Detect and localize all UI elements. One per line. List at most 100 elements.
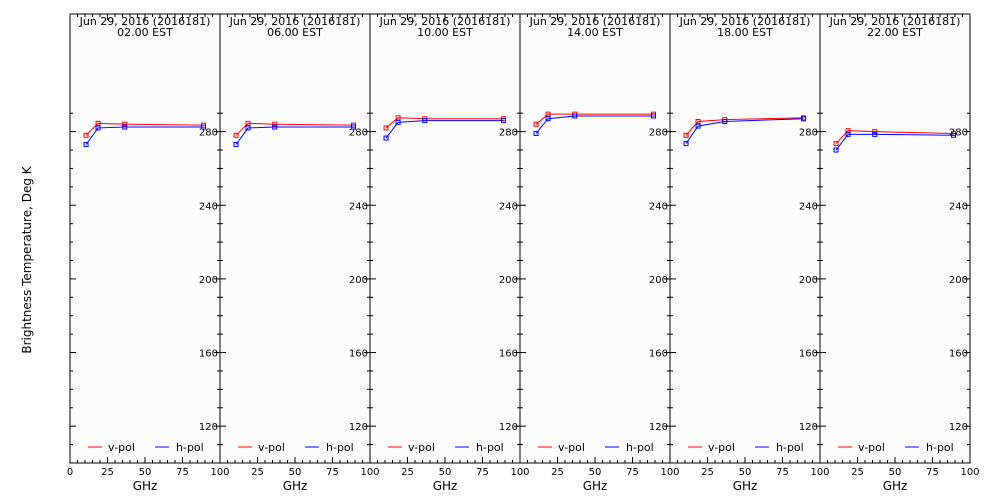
y-tick-label: 160 <box>799 349 818 360</box>
data-point-v-pol <box>245 120 251 126</box>
panel-title: Jun 29, 2016 (2016181) <box>379 15 511 28</box>
panel-subtitle: 18.00 EST <box>717 26 773 39</box>
panel-subtitle: 14.00 EST <box>567 26 623 39</box>
x-tick-label: 50 <box>589 467 602 478</box>
y-tick-label: 160 <box>949 349 968 360</box>
x-tick-label: 25 <box>551 467 564 478</box>
panel-2: Jun 29, 2016 (2016181)06.00 EST 120 160 200… <box>219 13 380 493</box>
panel-frame <box>369 13 521 464</box>
panel-4: Jun 29, 2016 (2016181)14.00 EST 120 160 200… <box>519 13 680 493</box>
panel-subtitle: 22.00 EST <box>867 26 923 39</box>
panel-subtitle: 06.00 EST <box>267 26 323 39</box>
legend-label-v-pol: v-pol <box>558 441 585 454</box>
x-tick-label: 75 <box>176 467 189 478</box>
legend-label-v-pol: v-pol <box>108 441 135 454</box>
series-line-h-pol <box>535 115 654 134</box>
series-line-v-pol <box>385 117 504 129</box>
x-tick-label: 75 <box>776 467 789 478</box>
x-axis-label: GHz <box>583 479 608 493</box>
legend-label-v-pol: v-pol <box>258 441 285 454</box>
data-point-h-pol <box>501 118 506 124</box>
x-tick-label: 25 <box>101 467 114 478</box>
y-tick-label: 120 <box>199 422 218 433</box>
x-tick-label: 100 <box>810 467 829 478</box>
y-tick-label: 280 <box>799 128 818 139</box>
data-point-h-pol <box>951 132 956 138</box>
legend-label-h-pol: h-pol <box>476 441 504 454</box>
panel-frame <box>69 13 221 464</box>
y-tick-label: 200 <box>649 275 668 286</box>
y-tick-label: 200 <box>799 275 818 286</box>
data-point-h-pol <box>833 147 839 153</box>
data-point-v-pol <box>695 118 701 124</box>
panel-subtitle: 02.00 EST <box>117 26 173 39</box>
x-tick-label: 100 <box>210 467 229 478</box>
data-point-v-pol <box>83 132 89 138</box>
data-point-h-pol <box>272 124 278 130</box>
x-tick-label: 25 <box>251 467 264 478</box>
panel-title: Jun 29, 2016 (2016181) <box>79 15 211 28</box>
data-point-h-pol <box>845 131 851 137</box>
x-tick-label: 50 <box>889 467 902 478</box>
series-line-v-pol <box>535 113 654 125</box>
data-point-v-pol <box>383 125 389 131</box>
x-tick-label: 100 <box>660 467 679 478</box>
legend-label-h-pol: h-pol <box>926 441 954 454</box>
y-tick-label: 160 <box>649 349 668 360</box>
y-tick-label: 280 <box>949 128 968 139</box>
data-point-v-pol <box>395 115 401 121</box>
x-tick-label: 25 <box>401 467 414 478</box>
series-line-v-pol <box>685 117 804 136</box>
data-point-h-pol <box>233 142 239 148</box>
data-point-h-pol <box>683 141 689 147</box>
y-tick-label: 160 <box>499 349 518 360</box>
data-point-v-pol <box>833 141 839 147</box>
y-tick-label: 200 <box>349 275 368 286</box>
x-axis-label: GHz <box>433 479 458 493</box>
panel-3: Jun 29, 2016 (2016181)10.00 EST 120 160 200… <box>369 13 530 493</box>
x-axis-label: GHz <box>733 479 758 493</box>
data-point-h-pol <box>801 116 806 122</box>
y-tick-label: 160 <box>199 349 218 360</box>
panel-frame <box>819 13 971 464</box>
data-point-v-pol <box>95 120 101 126</box>
data-point-v-pol <box>683 132 689 138</box>
y-tick-label: 120 <box>799 422 818 433</box>
y-tick-label: 160 <box>349 349 368 360</box>
data-point-h-pol <box>395 119 401 125</box>
panel-frame <box>519 13 671 464</box>
y-tick-label: 120 <box>499 422 518 433</box>
y-axis-label: Brightness Temperature, Deg K <box>20 165 34 353</box>
x-tick-label: 75 <box>476 467 489 478</box>
data-point-h-pol <box>201 124 206 130</box>
data-point-h-pol <box>533 130 539 136</box>
x-axis-label: GHz <box>133 479 158 493</box>
data-point-v-pol <box>545 111 551 117</box>
legend-label-v-pol: v-pol <box>858 441 885 454</box>
y-tick-label: 280 <box>199 128 218 139</box>
y-tick-label: 240 <box>199 201 218 212</box>
legend-label-v-pol: v-pol <box>708 441 735 454</box>
y-tick-label: 200 <box>499 275 518 286</box>
data-point-h-pol <box>351 124 356 130</box>
x-tick-label: 75 <box>326 467 339 478</box>
y-tick-label: 240 <box>949 201 968 212</box>
data-point-h-pol <box>695 123 701 129</box>
x-tick-label: 25 <box>701 467 714 478</box>
data-point-h-pol <box>545 116 551 122</box>
x-tick-label: 25 <box>851 467 864 478</box>
data-point-v-pol <box>872 129 878 135</box>
series-line-h-pol <box>235 126 354 145</box>
data-point-v-pol <box>272 121 278 127</box>
x-tick-label: 50 <box>739 467 752 478</box>
x-axis-label: GHz <box>883 479 908 493</box>
series-line-h-pol <box>835 133 954 151</box>
data-point-h-pol <box>245 125 251 131</box>
panel-6: Jun 29, 2016 (2016181)22.00 EST 120 160 200… <box>819 13 980 493</box>
y-tick-label: 240 <box>349 201 368 212</box>
panel-frame <box>219 13 371 464</box>
data-point-v-pol <box>122 121 128 127</box>
series-line-v-pol <box>835 130 954 144</box>
data-point-v-pol <box>233 132 239 138</box>
